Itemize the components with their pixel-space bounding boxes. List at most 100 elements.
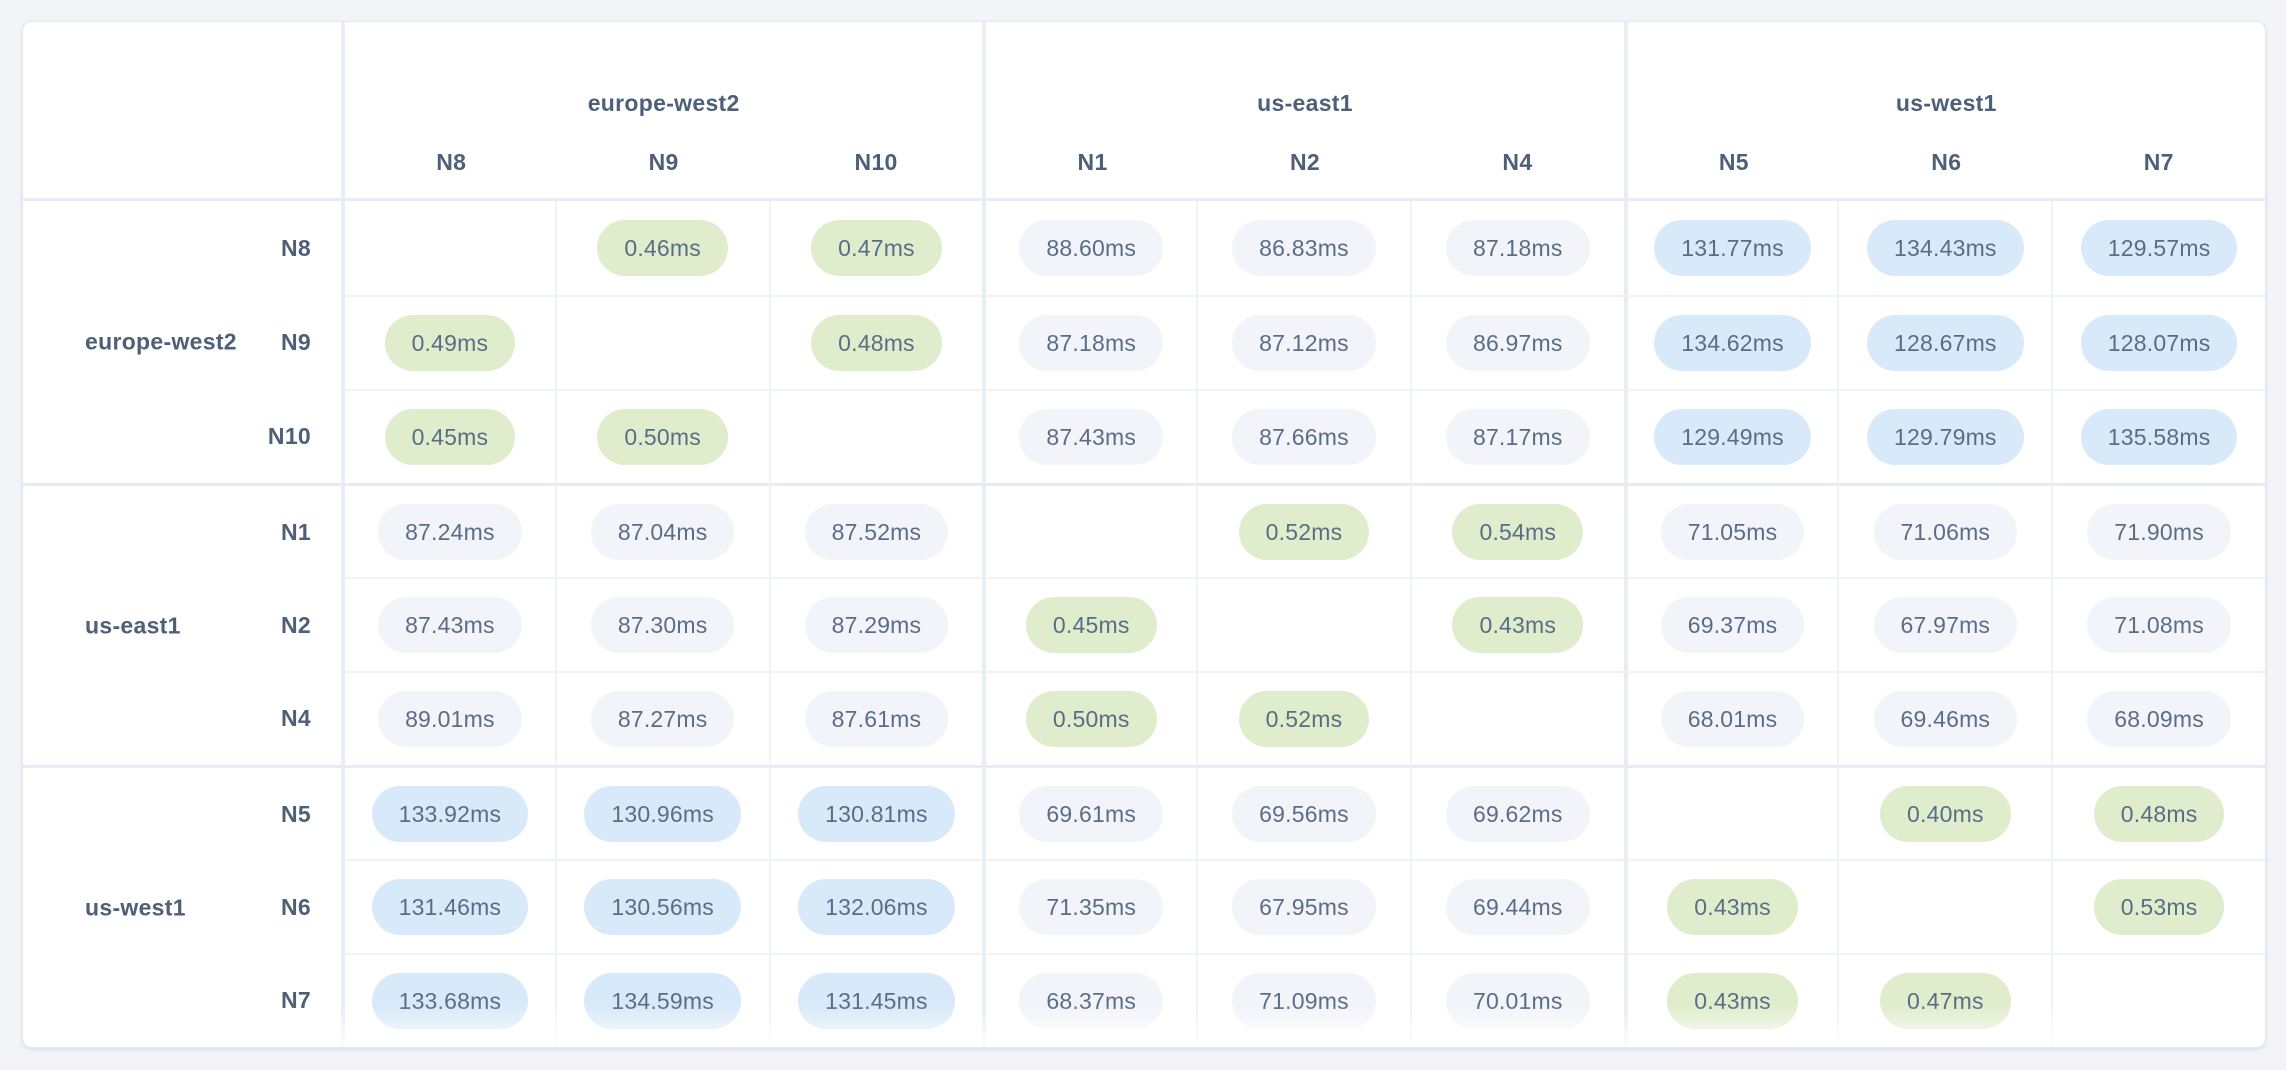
latency-cell: 132.06ms	[768, 859, 983, 953]
latency-cell: 87.18ms	[982, 295, 1197, 389]
latency-cell: 134.62ms	[1623, 295, 1838, 389]
latency-pill: 0.49ms	[384, 315, 516, 371]
latency-cell	[554, 295, 769, 389]
latency-pill: 133.68ms	[371, 973, 529, 1029]
column-node-label: N7	[2143, 149, 2174, 175]
latency-matrix-card: europe-west2 N8 N9 N10 us-east1 N1 N2 N4 us-west…	[22, 21, 2266, 1048]
column-node-labels: N5 N6 N7	[1628, 149, 2265, 175]
latency-cell: 69.56ms	[1196, 765, 1410, 859]
latency-pill: 87.17ms	[1445, 409, 1590, 465]
row-node-label: N2	[280, 612, 311, 638]
latency-pill: 0.48ms	[811, 315, 942, 371]
latency-cell: 70.01ms	[1409, 953, 1624, 1047]
latency-cell: 71.05ms	[1623, 483, 1838, 577]
latency-cell	[1409, 671, 1624, 765]
latency-pill: 87.12ms	[1232, 315, 1376, 371]
row-node-label: N9	[280, 328, 311, 355]
column-group-header: us-west1 N5 N6 N7	[1623, 22, 2265, 201]
latency-cell: 131.77ms	[1623, 201, 1838, 295]
latency-cell: 129.79ms	[1837, 389, 2052, 483]
latency-pill: 71.05ms	[1660, 503, 1805, 560]
row-node-label: N10	[267, 422, 311, 449]
latency-cell: 69.44ms	[1409, 859, 1624, 953]
latency-pill: 87.04ms	[590, 503, 735, 560]
latency-cell: 134.43ms	[1837, 201, 2051, 295]
row-region-label: us-west1	[85, 894, 186, 920]
row-node-label: N1	[280, 519, 311, 545]
latency-cell: 68.37ms	[982, 953, 1197, 1047]
latency-cell	[768, 389, 983, 483]
latency-cell: 129.49ms	[1623, 389, 1838, 483]
latency-cell: 0.54ms	[1409, 483, 1624, 577]
latency-cell	[1623, 765, 1838, 859]
latency-pill: 67.97ms	[1873, 597, 2018, 653]
latency-cell: 0.52ms	[1196, 671, 1410, 765]
latency-pill: 134.43ms	[1867, 220, 2024, 276]
latency-pill: 87.27ms	[590, 691, 735, 747]
latency-cell: 69.61ms	[982, 765, 1197, 859]
latency-pill: 87.18ms	[1445, 220, 1590, 276]
latency-cell: 67.95ms	[1196, 859, 1410, 953]
latency-cell: 0.49ms	[341, 295, 555, 389]
row-group-header: us-east1 N1 N2 N4	[23, 483, 341, 765]
latency-cell: 87.12ms	[1196, 295, 1410, 389]
latency-pill: 69.62ms	[1445, 785, 1590, 842]
row-node-label: N8	[280, 234, 311, 261]
latency-cell: 128.07ms	[2051, 295, 2265, 389]
latency-pill: 69.61ms	[1019, 785, 1164, 842]
column-node-labels: N8 N9 N10	[345, 149, 982, 175]
latency-cell: 0.48ms	[2051, 765, 2265, 859]
row-group-header: us-west1 N5 N6 N7	[23, 765, 341, 1047]
latency-pill: 69.44ms	[1445, 879, 1590, 935]
latency-pill: 87.52ms	[804, 503, 949, 560]
latency-pill: 87.66ms	[1232, 409, 1376, 465]
latency-pill: 0.52ms	[1238, 503, 1370, 560]
latency-pill: 0.43ms	[1667, 973, 1798, 1029]
latency-pill: 69.56ms	[1232, 785, 1376, 842]
latency-cell: 68.01ms	[1623, 671, 1838, 765]
latency-cell: 134.59ms	[554, 953, 769, 1047]
column-node-label: N4	[1502, 149, 1533, 175]
latency-pill: 0.45ms	[384, 409, 516, 465]
latency-pill: 128.07ms	[2080, 315, 2238, 371]
latency-cell: 0.45ms	[982, 577, 1197, 671]
latency-cell: 87.43ms	[341, 577, 555, 671]
column-node-label: N10	[854, 149, 898, 175]
latency-pill: 130.96ms	[584, 785, 741, 842]
latency-cell	[1837, 859, 2052, 953]
latency-cell: 69.62ms	[1409, 765, 1624, 859]
latency-cell: 0.43ms	[1409, 577, 1624, 671]
latency-pill: 129.49ms	[1654, 409, 1811, 465]
latency-cell: 87.24ms	[341, 483, 555, 577]
column-node-label: N2	[1289, 149, 1320, 175]
latency-pill: 87.29ms	[804, 597, 949, 653]
latency-pill: 89.01ms	[378, 691, 522, 747]
latency-cell	[2051, 953, 2265, 1047]
latency-cell: 130.56ms	[554, 859, 769, 953]
latency-pill: 71.90ms	[2087, 503, 2231, 560]
row-node-label: N5	[280, 801, 311, 827]
latency-pill: 67.95ms	[1232, 879, 1376, 935]
latency-cell: 87.27ms	[554, 671, 769, 765]
latency-pill: 130.56ms	[584, 879, 741, 935]
row-region-label: us-east1	[85, 612, 181, 638]
latency-cell: 87.61ms	[768, 671, 983, 765]
latency-pill: 129.79ms	[1867, 409, 2024, 465]
latency-pill: 0.45ms	[1025, 597, 1157, 653]
latency-pill: 134.62ms	[1654, 315, 1811, 371]
latency-cell: 0.45ms	[341, 389, 555, 483]
latency-cell: 87.66ms	[1196, 389, 1410, 483]
latency-cell: 86.97ms	[1409, 295, 1624, 389]
latency-cell: 87.52ms	[768, 483, 983, 577]
latency-pill: 87.24ms	[378, 503, 522, 560]
latency-cell: 0.48ms	[768, 295, 983, 389]
latency-pill: 135.58ms	[2080, 409, 2238, 465]
latency-pill: 0.46ms	[597, 220, 728, 276]
latency-pill: 87.43ms	[378, 597, 522, 653]
latency-cell: 67.97ms	[1837, 577, 2052, 671]
row-node-labels: N5 N6 N7	[23, 768, 341, 1047]
latency-cell: 87.43ms	[982, 389, 1197, 483]
row-region-label: europe-west2	[85, 328, 237, 355]
row-node-labels: N8 N9 N10	[23, 201, 341, 483]
latency-cell: 0.52ms	[1196, 483, 1410, 577]
